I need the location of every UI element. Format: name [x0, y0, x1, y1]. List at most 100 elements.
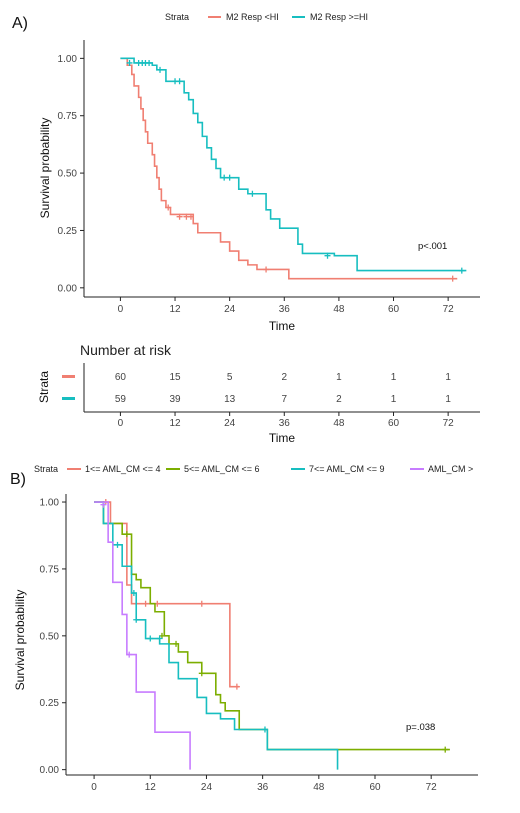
panel-b-series-3-censor-mark: [126, 651, 133, 658]
panel-b-y-tick-label: 0.00: [40, 765, 60, 776]
panel-b-pvalue: p=.038: [406, 722, 435, 733]
panel-a-x-tick-label: 24: [224, 304, 236, 315]
panel-a-x-tick-label: 72: [443, 304, 455, 315]
panel-a-series-1-censor-mark: [146, 59, 153, 66]
panel-a-series-0-censor-mark: [187, 213, 194, 220]
panel-b-series-0-censor-mark: [142, 600, 149, 607]
panel-b-series-3-censor-mark: [100, 501, 107, 508]
risk-table-x-tick-label: 12: [169, 418, 181, 429]
panel-b-x-ticks: 0 12 24 36 48 60 72: [91, 775, 437, 793]
risk-table-cell: 15: [169, 372, 181, 383]
risk-table-cell: 5: [227, 372, 233, 383]
risk-table-strata-label: Strata: [37, 371, 51, 403]
panel-b-x-tick-label: 0: [91, 782, 97, 793]
risk-table-x-tick-label: 0: [118, 418, 124, 429]
risk-table-cell: 1: [336, 372, 342, 383]
panel-a-series-1-censor-mark: [226, 174, 233, 181]
panel-b-y-tick-label: 0.25: [40, 698, 60, 709]
panel-b-series-2-censor-mark: [130, 590, 137, 597]
panel-b-y-tick-label: 0.50: [40, 631, 60, 642]
panel-b-label: B): [10, 471, 26, 488]
risk-table-key-0: [62, 375, 75, 378]
risk-table-x-tick-label: 36: [279, 418, 291, 429]
risk-table-cells: 60 15 5 2 1 1 1 59 39 13 7 2 1 1: [115, 372, 452, 405]
panel-a-x-tick-label: 60: [388, 304, 400, 315]
panel-b-series-3-curve: [94, 501, 191, 770]
panel-a-legend: Strata M2 Resp <HI M2 Resp >=HI: [165, 12, 368, 22]
panel-a-y-ticks: 0.00 0.25 0.50 0.75 1.00: [58, 54, 84, 294]
panel-a-y-label: Survival probability: [38, 118, 52, 219]
panel-a-series-1-censor-mark: [126, 59, 133, 66]
panel-a-series-1-censor-mark: [176, 78, 183, 85]
panel-b-series-0-curve: [94, 501, 240, 688]
panel-b-y-tick-label: 1.00: [40, 498, 60, 509]
risk-table-cell: 60: [115, 372, 127, 383]
risk-table-cell: 1: [445, 372, 451, 383]
panel-b-series-1-censor-mark: [123, 531, 130, 538]
panel-b-series-2-censor-mark: [133, 616, 140, 623]
panel-a-series-0-curve: [120, 57, 458, 280]
risk-table-cell: 39: [169, 394, 181, 405]
panel-a-y-tick-label: 1.00: [58, 54, 78, 65]
risk-table-x-tick-label: 24: [224, 418, 236, 429]
panel-a-series-1-censor-mark: [324, 252, 331, 259]
panel-b-series-2-curve: [94, 501, 339, 770]
panel-b-legend-entry-0: 1<= AML_CM <= 4: [85, 464, 161, 474]
panel-a-x-tick-label: 48: [333, 304, 345, 315]
panel-b-x-tick-label: 12: [145, 782, 157, 793]
panel-b-y-ticks: 0.00 0.25 0.50 0.75 1.00: [40, 498, 66, 776]
panel-b-series-0-censor-mark: [233, 683, 240, 690]
risk-table-cell: 59: [115, 394, 127, 405]
panel-a-x-tick-label: 36: [279, 304, 291, 315]
panel-a-y-tick-label: 0.50: [58, 169, 78, 180]
panel-b-x-tick-label: 60: [369, 782, 381, 793]
panel-b-legend-title: Strata: [34, 464, 58, 474]
risk-table-cell: 13: [224, 394, 236, 405]
panel-a-x-tick-label: 12: [169, 304, 181, 315]
risk-table-cell: 1: [445, 394, 451, 405]
panel-a-curves: [120, 57, 467, 282]
panel-b-series-1-curve: [94, 501, 450, 751]
panel-a-x-label: Time: [269, 319, 296, 333]
panel-a-series-1-censor-mark: [157, 66, 164, 73]
risk-table-cell: 2: [336, 394, 342, 405]
panel-b: B) Strata 1<= AML_CM <= 4 5<= AML_CM <= …: [10, 464, 478, 793]
panel-b-legend-entry-2: 7<= AML_CM <= 9: [309, 464, 385, 474]
panel-a-legend-entry-0: M2 Resp <HI: [226, 12, 279, 22]
panel-a-series-1-curve: [120, 57, 467, 272]
risk-table-x-tick-label: 48: [333, 418, 345, 429]
panel-a-legend-entry-1: M2 Resp >=HI: [310, 12, 368, 22]
panel-b-series-2-censor-mark: [147, 635, 154, 642]
panel-a-x-tick-label: 0: [118, 304, 124, 315]
panel-a-pvalue: p<.001: [418, 241, 447, 252]
panel-a: A) Strata M2 Resp <HI M2 Resp >=HI 0 12 24…: [12, 12, 480, 333]
panel-b-series-0-censor-mark: [198, 600, 205, 607]
panel-a-y-tick-label: 0.25: [58, 226, 78, 237]
panel-a-y-tick-label: 0.00: [58, 283, 78, 294]
panel-a-series-0-censor-mark: [176, 213, 183, 220]
panel-b-series-2-censor-mark: [114, 541, 121, 548]
panel-a-series-0-censor-mark: [449, 275, 456, 282]
risk-table: Number at risk Strata 60 15 5 2 1 1 1 59 39 13 7 2 1…: [37, 342, 480, 445]
panel-a-series-1-censor-mark: [249, 190, 256, 197]
panel-b-series-1-censor-mark: [198, 670, 205, 677]
panel-a-series-0-censor-mark: [263, 266, 270, 273]
panel-b-series-1-censor-mark: [442, 746, 449, 753]
panel-b-series-2-censor-mark: [156, 635, 163, 642]
risk-table-cell: 1: [391, 372, 397, 383]
risk-table-x-ticks: 0 12 24 36 48 60 72: [118, 412, 455, 429]
risk-table-title: Number at risk: [80, 342, 172, 358]
panel-b-x-tick-label: 48: [313, 782, 325, 793]
risk-table-cell: 2: [281, 372, 287, 383]
panel-b-x-tick-label: 36: [257, 782, 269, 793]
panel-a-legend-title: Strata: [165, 12, 189, 22]
risk-table-key-1: [62, 397, 75, 400]
panel-b-legend-entry-1: 5<= AML_CM <= 6: [184, 464, 260, 474]
panel-b-series-1-censor-mark: [173, 640, 180, 647]
risk-table-x-tick-label: 72: [443, 418, 455, 429]
panel-a-series-0-censor-mark: [165, 204, 172, 211]
panel-b-series-2-censor-mark: [261, 726, 268, 733]
risk-table-x-tick-label: 60: [388, 418, 400, 429]
panel-b-legend: Strata 1<= AML_CM <= 4 5<= AML_CM <= 6 7…: [34, 464, 473, 474]
